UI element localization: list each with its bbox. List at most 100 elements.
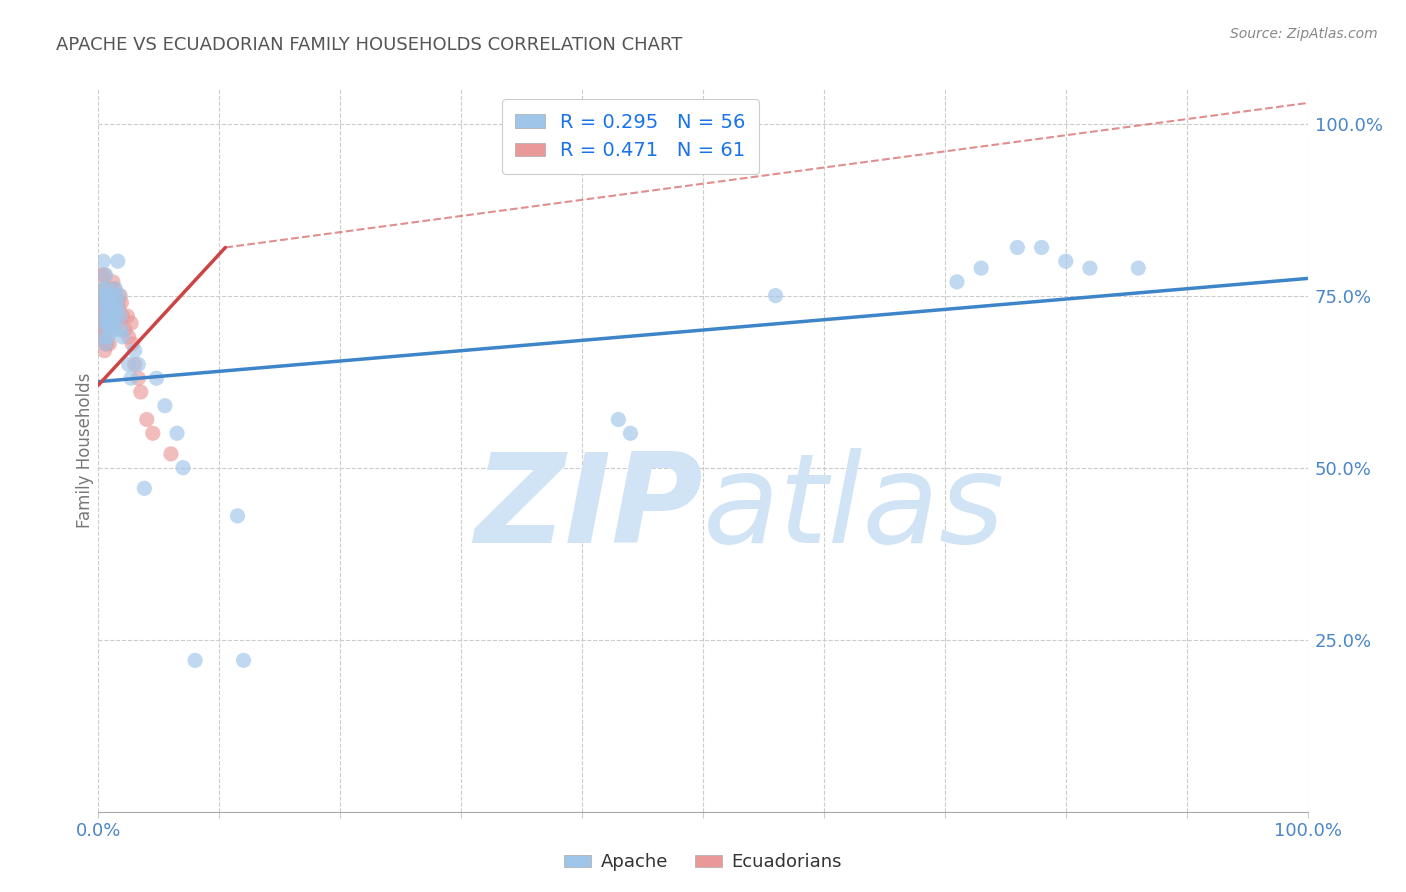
Point [93, 288, 115, 302]
Text: atlas: atlas [703, 448, 1005, 569]
Point [96, 282, 118, 296]
Point [103, 323, 125, 337]
Point [96, 316, 118, 330]
Point [124, 358, 146, 372]
Point [97, 288, 120, 302]
Point [103, 302, 125, 317]
Point [110, 295, 132, 310]
Y-axis label: Family Households: Family Households [76, 373, 94, 528]
Point [94, 295, 117, 310]
Point [108, 310, 131, 324]
Point [98, 316, 121, 330]
Point [91, 282, 114, 296]
Point [91, 295, 114, 310]
Point [118, 330, 141, 344]
Point [107, 295, 129, 310]
Point [98, 316, 121, 330]
Point [101, 316, 124, 330]
Point [226, 508, 249, 523]
Point [105, 295, 128, 310]
Point [103, 302, 125, 317]
Text: APACHE VS ECUADORIAN FAMILY HOUSEHOLDS CORRELATION CHART: APACHE VS ECUADORIAN FAMILY HOUSEHOLDS C… [56, 36, 683, 54]
Point [96, 302, 118, 317]
Text: Source: ZipAtlas.com: Source: ZipAtlas.com [1230, 27, 1378, 41]
Point [101, 275, 124, 289]
Point [100, 323, 122, 337]
Point [107, 310, 129, 324]
Point [94, 310, 117, 324]
Point [94, 295, 117, 310]
Point [111, 310, 134, 324]
Point [96, 295, 118, 310]
Point [100, 288, 122, 302]
Point [90, 316, 112, 330]
Point [93, 343, 115, 358]
Point [117, 310, 139, 324]
Point [166, 426, 188, 441]
Point [619, 426, 641, 441]
Point [127, 371, 149, 385]
Point [93, 302, 115, 317]
Point [93, 330, 115, 344]
Point [101, 295, 124, 310]
Point [94, 282, 117, 296]
Point [1078, 261, 1101, 276]
Point [105, 295, 128, 310]
Point [100, 302, 122, 317]
Point [111, 330, 134, 344]
Point [94, 310, 117, 324]
Point [107, 254, 129, 268]
Point [91, 254, 114, 268]
Point [97, 323, 120, 337]
Point [1054, 254, 1077, 268]
Point [100, 310, 122, 324]
Text: ZIP: ZIP [474, 448, 703, 569]
Point [90, 302, 112, 317]
Point [97, 282, 120, 296]
Point [184, 653, 207, 667]
Point [98, 302, 121, 317]
Point [121, 336, 143, 351]
Point [129, 384, 152, 399]
Point [94, 336, 117, 351]
Point [104, 288, 127, 302]
Point [1031, 240, 1053, 254]
Point [93, 288, 115, 302]
Point [97, 310, 120, 324]
Point [91, 330, 114, 344]
Point [93, 310, 115, 324]
Point [153, 399, 176, 413]
Point [124, 343, 146, 358]
Point [94, 336, 117, 351]
Point [108, 288, 131, 302]
Legend: Apache, Ecuadorians: Apache, Ecuadorians [557, 847, 849, 879]
Point [104, 310, 127, 324]
Point [105, 316, 128, 330]
Point [110, 323, 132, 337]
Point [142, 426, 165, 441]
Point [108, 302, 131, 317]
Point [96, 288, 118, 302]
Legend: R = 0.295   N = 56, R = 0.471   N = 61: R = 0.295 N = 56, R = 0.471 N = 61 [502, 99, 759, 174]
Point [98, 295, 121, 310]
Point [765, 288, 787, 302]
Point [91, 288, 114, 302]
Point [91, 316, 114, 330]
Point [96, 316, 118, 330]
Point [232, 653, 254, 667]
Point [91, 302, 114, 317]
Point [93, 330, 115, 344]
Point [108, 288, 131, 302]
Point [100, 282, 122, 296]
Point [96, 336, 118, 351]
Point [103, 282, 125, 296]
Point [607, 412, 630, 426]
Point [91, 310, 114, 324]
Point [101, 288, 124, 302]
Point [98, 288, 121, 302]
Point [100, 295, 122, 310]
Point [172, 460, 194, 475]
Point [145, 371, 167, 385]
Point [104, 282, 127, 296]
Point [135, 412, 157, 426]
